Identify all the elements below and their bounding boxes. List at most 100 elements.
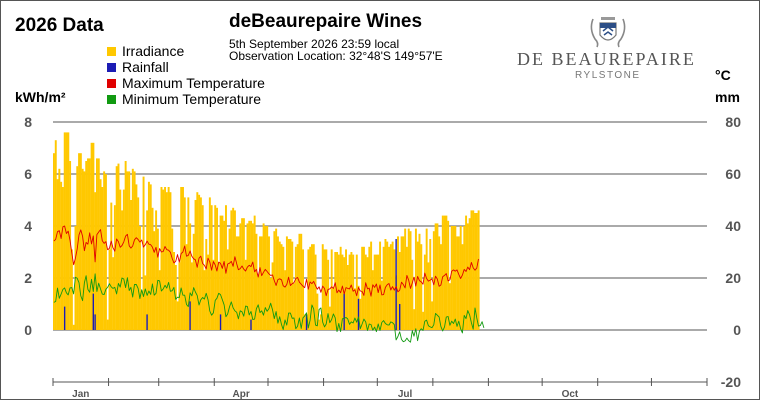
irradiance-bar [60, 181, 63, 330]
irradiance-bar [457, 236, 460, 330]
rainfall-bar [399, 304, 401, 330]
y-right-tick: 0 [733, 322, 741, 338]
irradiance-bar [468, 218, 471, 330]
irradiance-bar [108, 249, 111, 330]
irradiance-bar [99, 179, 102, 330]
irradiance-bar [427, 262, 430, 330]
irradiance-bar [63, 132, 66, 330]
irradiance-bar [241, 218, 244, 330]
irradiance-bar [477, 210, 480, 330]
y-right-tick: 40 [725, 218, 741, 234]
irradiance-bar [56, 179, 59, 330]
irradiance-bar [302, 249, 304, 330]
irradiance-bar [423, 254, 426, 330]
irradiance-bar [225, 205, 227, 330]
irradiance-bar [97, 158, 100, 330]
irradiance-bar [155, 210, 158, 330]
y-left-tick: 0 [24, 322, 32, 338]
irradiance-bar [171, 228, 174, 330]
irradiance-bar [280, 244, 283, 330]
irradiance-bar [296, 244, 299, 330]
irradiance-bar [474, 213, 477, 330]
legend-item-rainfall: Rainfall [107, 59, 265, 75]
irradiance-bar [54, 140, 57, 330]
irradiance-bar [364, 254, 367, 330]
irradiance-bar [139, 226, 141, 330]
irradiance-bar [232, 207, 235, 330]
irradiance-bar [397, 236, 399, 330]
crest-icon [590, 17, 626, 48]
irradiance-bar [402, 236, 405, 330]
irradiance-bar [416, 241, 419, 330]
irradiance-bar [119, 189, 122, 330]
rainfall-bar [395, 239, 397, 330]
irradiance-bar [300, 233, 303, 330]
irradiance-bar [198, 194, 201, 330]
irradiance-bar [438, 236, 441, 330]
irradiance-bar [124, 161, 127, 330]
irradiance-bar [422, 311, 425, 330]
irradiance-bar [203, 270, 206, 330]
irradiance-bar [79, 153, 82, 330]
irradiance-bar [153, 231, 156, 330]
y-left-tick: 2 [24, 270, 32, 286]
y-right-tick: 20 [725, 270, 741, 286]
irradiance-bar [187, 197, 190, 330]
irradiance-bar [262, 223, 265, 330]
irradiance-bar [126, 171, 129, 330]
rainfall-bar [305, 314, 308, 330]
irradiance-bar [345, 249, 348, 330]
irradiance-bar [151, 207, 154, 330]
rainfall-series [63, 239, 401, 330]
irradiance-bar [443, 215, 446, 330]
legend-swatch-irradiance [107, 46, 116, 56]
irradiance-bar [441, 215, 444, 330]
irradiance-bar [251, 223, 254, 330]
irradiance-bar [226, 249, 229, 330]
irradiance-bar [294, 246, 297, 330]
legend-label-min-temp: Minimum Temperature [122, 91, 262, 107]
irradiance-bar [207, 254, 210, 330]
irradiance-bar [382, 246, 385, 330]
rainfall-bar [92, 293, 95, 330]
irradiance-bar [337, 254, 340, 330]
irradiance-bar [182, 187, 184, 330]
irradiance-bar [354, 288, 356, 330]
observation-date: 5th September 2026 23:59 local [229, 37, 400, 51]
irradiance-bar [325, 249, 328, 330]
irradiance-bar [405, 246, 408, 330]
irradiance-bar [248, 220, 251, 330]
irradiance-bar [65, 132, 68, 330]
irradiance-bar [309, 246, 312, 330]
rainfall-bar [357, 298, 360, 330]
irradiance-bar [284, 270, 287, 330]
irradiance-bar [160, 187, 163, 330]
irradiance-bar [113, 205, 116, 330]
irradiance-bar [380, 280, 383, 330]
min-temperature-line [53, 273, 485, 343]
irradiance-bar [350, 252, 353, 330]
irradiance-bar [72, 324, 75, 330]
irradiance-bar [293, 283, 296, 330]
irradiance-bar [239, 223, 242, 330]
irradiance-bar [228, 228, 231, 330]
irradiance-bar [287, 239, 290, 330]
irradiance-bar [70, 249, 73, 330]
rainfall-bar [343, 293, 345, 330]
irradiance-bar [257, 275, 260, 330]
irradiance-bar [103, 171, 106, 330]
irradiance-bar [373, 254, 376, 330]
irradiance-bar [472, 210, 475, 330]
irradiance-bar [53, 153, 55, 330]
irradiance-bar [466, 223, 469, 330]
irradiance-bar [167, 187, 170, 330]
irradiance-bar [106, 319, 109, 330]
x-tick-label: Jan [72, 389, 89, 399]
y-left-tick: 6 [24, 166, 32, 182]
irradiance-bar [332, 288, 335, 330]
rainfall-bar [189, 301, 191, 330]
irradiance-bar [420, 244, 423, 330]
